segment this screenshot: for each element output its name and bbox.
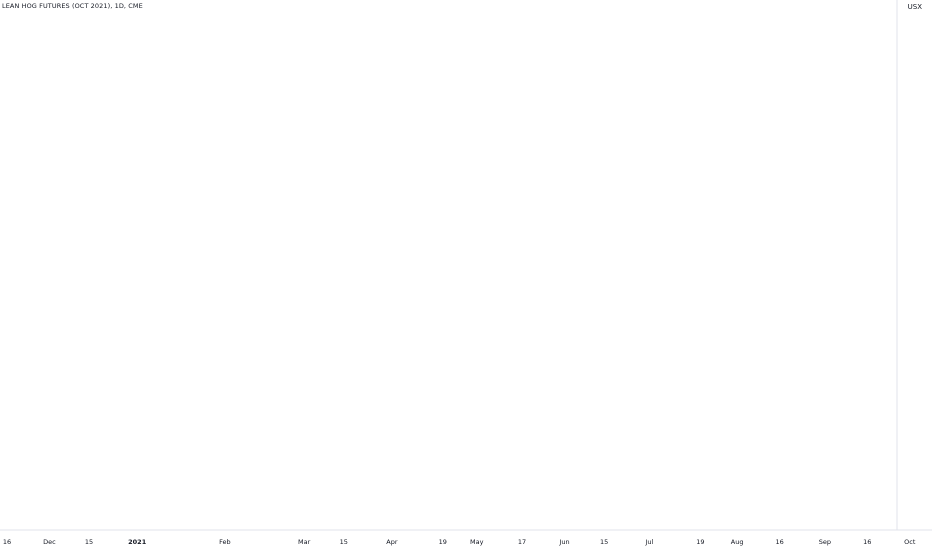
x-tick-label: Sep: [819, 538, 831, 546]
x-tick-label: Jun: [558, 538, 569, 546]
x-tick-label: Dec: [43, 538, 56, 546]
x-tick-label: 15: [85, 538, 93, 546]
x-tick-label: Oct: [904, 538, 916, 546]
x-tick-label: Jul: [644, 538, 653, 546]
currency-label: USX: [907, 3, 922, 11]
x-tick-label: 2021: [128, 538, 147, 546]
x-tick-label: 19: [696, 538, 704, 546]
x-tick-label: Apr: [386, 538, 398, 546]
x-tick-label: 15: [600, 538, 608, 546]
x-tick-label: 19: [439, 538, 447, 546]
x-tick-label: Mar: [298, 538, 311, 546]
x-tick-label: 16: [775, 538, 783, 546]
x-tick-label: May: [470, 538, 484, 546]
chart-title: LEAN HOG FUTURES (OCT 2021), 1D, CME: [2, 2, 143, 10]
x-tick-label: 16: [863, 538, 871, 546]
x-tick-label: 17: [518, 538, 526, 546]
x-tick-label: 15: [340, 538, 348, 546]
x-tick-label: 16: [3, 538, 11, 546]
x-tick-label: Feb: [219, 538, 231, 546]
x-tick-label: Aug: [731, 538, 744, 546]
